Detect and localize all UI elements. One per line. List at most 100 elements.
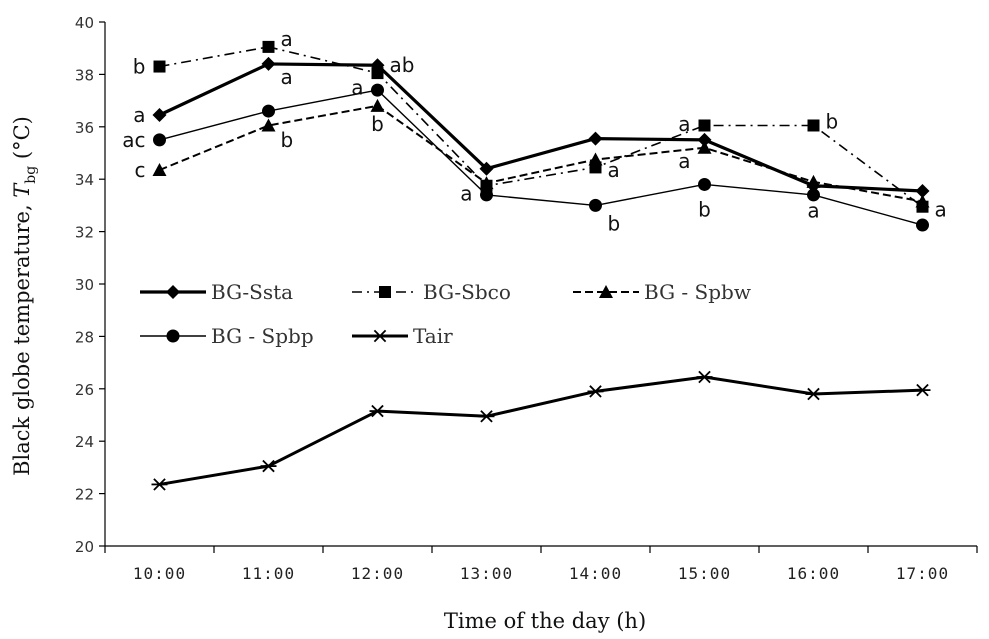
annotation-13: a: [678, 112, 690, 136]
x-tick-label-10-00: 10:00: [133, 564, 186, 583]
y-axis-title-prefix: Black globe temperature,: [10, 198, 34, 476]
data-point-bg-sbco-0: [153, 60, 166, 73]
y-axis-title-subscript: bg: [23, 166, 39, 184]
data-point-tair-4: [587, 385, 604, 398]
annotation-4: a: [281, 27, 293, 51]
data-point-bg-ssta-5: [697, 132, 712, 147]
x-tick-label-16-00: 16:00: [787, 564, 840, 583]
y-axis: 20 22 24 26 28 30 32 34 36 38 40: [75, 14, 106, 556]
legend-item-tair: Tair: [352, 324, 453, 348]
x-tick-label-17-00: 17:00: [896, 564, 949, 583]
series-line-bg-ssta: [158, 62, 923, 193]
annotation-11: a: [608, 158, 620, 182]
series-bg-spbp: [153, 83, 929, 232]
y-axis-title-symbol: T: [10, 182, 34, 198]
series-line-bg-sbco: [159, 46, 923, 208]
series-lines: [151, 40, 931, 491]
legend-label-bg-spbw: BG - Spbw: [644, 280, 751, 304]
y-tick-label-26: 26: [75, 381, 94, 399]
x-tick-label-14-00: 14:00: [569, 564, 622, 583]
series-bg-sbco: [153, 40, 929, 213]
y-tick-label-22: 22: [75, 486, 94, 504]
annotation-16: b: [826, 110, 839, 134]
annotation-2: ac: [122, 128, 145, 152]
x-tick-label-15-00: 15:00: [678, 564, 731, 583]
legend-label-tair: Tair: [413, 324, 453, 348]
legend-item-bg-sbco: BG-Sbco: [352, 280, 511, 304]
annotation-1: a: [133, 103, 145, 127]
annotation-3: c: [135, 158, 146, 182]
data-point-bg-sbco-6: [807, 119, 820, 132]
annotation-7: a: [351, 76, 363, 100]
y-axis-title-suffix: (°C): [10, 116, 34, 166]
y-tick-label-34: 34: [75, 171, 94, 189]
legend-marker-bg-spbp: [166, 329, 180, 343]
y-tick-label-30: 30: [75, 276, 94, 294]
y-axis-title: Black globe temperature, Tbg (°C): [10, 116, 39, 476]
annotation-12: b: [608, 212, 621, 236]
data-point-bg-spbw-4: [588, 152, 603, 166]
y-tick-label-24: 24: [75, 433, 94, 451]
series-bg-ssta: [152, 56, 930, 198]
x-axis-title: Time of the day (h): [444, 609, 646, 633]
data-point-bg-spbw-2: [370, 98, 385, 112]
data-point-bg-ssta-1: [261, 56, 276, 71]
data-point-tair-6: [805, 387, 822, 401]
annotation-9: b: [371, 112, 384, 136]
data-point-bg-sbco-2: [371, 67, 384, 80]
annotation-6: b: [281, 128, 294, 152]
legend-item-bg-spbw: BG - Spbw: [573, 280, 751, 304]
series-line-tair: [159, 375, 923, 486]
legend: BG-Ssta BG-Sbco BG - Spbw BG - Spbp Tair: [140, 280, 751, 348]
data-point-tair-0: [151, 478, 168, 491]
data-point-tair-1: [260, 459, 277, 473]
data-point-tair-2: [369, 404, 386, 418]
series-tair: [151, 370, 931, 491]
legend-marker-bg-ssta: [166, 285, 180, 299]
data-point-tair-7: [914, 383, 931, 397]
annotation-0: b: [133, 55, 146, 79]
y-tick-label-32: 32: [75, 224, 94, 242]
data-point-bg-ssta-0: [152, 108, 167, 123]
data-point-bg-spbw-7: [915, 194, 930, 208]
y-tick-label-20: 20: [75, 538, 94, 556]
annotation-8: ab: [390, 53, 415, 77]
data-point-bg-spbp-7: [916, 218, 929, 232]
annotation-14: a: [678, 149, 690, 173]
legend-marker-bg-spbw: [599, 285, 613, 298]
series-line-bg-spbw: [159, 104, 923, 203]
series-bg-spbw: [152, 98, 930, 208]
x-tick-label-13-00: 13:00: [460, 564, 513, 583]
legend-label-bg-sbco: BG-Sbco: [423, 280, 511, 304]
y-tick-label-28: 28: [75, 328, 94, 346]
data-point-bg-spbp-2: [371, 83, 384, 97]
y-tick-label-40: 40: [75, 14, 94, 32]
x-axis: 10:00 11:00 12:00 13:00 14:00 15:00 16:00 17:00: [104, 545, 978, 583]
data-point-bg-ssta-3: [479, 161, 494, 176]
legend-item-bg-spbp: BG - Spbp: [140, 324, 314, 348]
data-point-bg-sbco-5: [698, 119, 711, 132]
data-point-bg-ssta-7: [915, 183, 930, 198]
legend-item-bg-ssta: BG-Ssta: [140, 280, 293, 304]
x-tick-label-12-00: 12:00: [351, 564, 404, 583]
data-point-bg-ssta-4: [588, 131, 603, 146]
data-point-bg-spbp-3: [480, 188, 493, 202]
data-point-bg-spbw-0: [152, 163, 167, 177]
data-point-bg-spbw-5: [697, 140, 712, 154]
data-point-bg-spbp-5: [698, 177, 711, 191]
data-point-bg-spbp-1: [262, 104, 275, 118]
legend-label-bg-spbp: BG - Spbp: [211, 324, 314, 348]
annotation-5: a: [281, 65, 293, 89]
legend-label-bg-ssta: BG-Ssta: [211, 280, 293, 304]
data-point-bg-spbw-6: [806, 174, 821, 188]
annotation-18: a: [935, 197, 947, 221]
data-point-bg-spbp-0: [153, 133, 166, 147]
annotation-17: a: [807, 199, 819, 223]
y-tick-label-38: 38: [75, 66, 94, 84]
data-point-bg-spbp-4: [589, 198, 602, 212]
y-tick-label-36: 36: [75, 119, 94, 137]
data-point-tair-5: [696, 370, 713, 384]
annotation-10: a: [460, 182, 472, 206]
